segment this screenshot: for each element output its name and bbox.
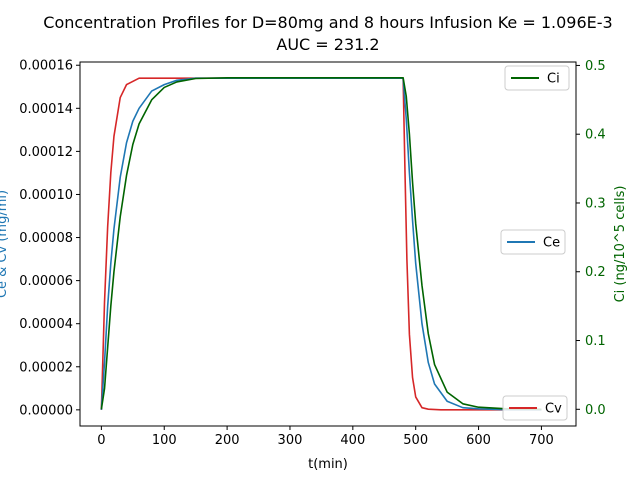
chart-title-line1: Concentration Profiles for D=80mg and 8 … [43, 13, 612, 32]
y-left-tick-label: 0.00006 [19, 274, 73, 289]
y-right-tick-label: 0.2 [585, 265, 606, 280]
legend-label: Ci [547, 72, 560, 87]
y-left-tick-label: 0.00012 [19, 145, 73, 160]
x-tick-label: 600 [466, 433, 491, 448]
legend-ci: Ci [504, 65, 570, 91]
y-right-tick-label: 0.4 [585, 128, 606, 143]
x-tick-label: 400 [340, 433, 365, 448]
y-right-tick-label: 0.5 [585, 59, 606, 74]
x-tick-label: 700 [529, 433, 554, 448]
series-layer [100, 77, 542, 411]
plot-background [80, 62, 576, 426]
y-left-tick-label: 0.00008 [19, 231, 73, 246]
y-right-tick-label: 0.3 [585, 196, 606, 211]
y-right-tick-label: 0.0 [585, 403, 606, 418]
axes-frame [79, 61, 577, 427]
legend-label: Cv [545, 402, 562, 417]
plot-area [80, 62, 576, 426]
y-left-tick-label: 0.00002 [19, 360, 73, 375]
series-line-ci [100, 77, 542, 411]
y-left-tick-label: 0.00016 [19, 59, 73, 74]
y-axis-left-label: Ce & Cv (mg/ml) [0, 190, 10, 298]
x-axis-label: t(min) [308, 457, 348, 472]
chart-title-line2: AUC = 231.2 [276, 35, 379, 54]
y-left-tick-label: 0.00014 [19, 102, 73, 117]
x-tick-label: 500 [403, 433, 428, 448]
legend-label: Ce [543, 236, 560, 251]
y-left-tick-label: 0.00004 [19, 317, 73, 332]
y-axis-right-label: Ci (ng/10^5 cells) [613, 186, 628, 303]
x-tick-label: 300 [278, 433, 303, 448]
legend-cv: Cv [502, 395, 568, 421]
x-tick-label: 200 [215, 433, 240, 448]
legend-layer: Ci Ce Cv [500, 65, 570, 421]
y-right-tick-label: 0.1 [585, 334, 606, 349]
y-left-tick-label: 0.00010 [19, 188, 73, 203]
y-left-tick-label: 0.00000 [19, 403, 73, 418]
x-tick-label: 0 [97, 433, 105, 448]
legend-ce: Ce [500, 229, 566, 255]
axes-layer: 0 100 200 300 400 500 600 7000.000000.000020.00… [19, 59, 605, 448]
x-tick-label: 100 [152, 433, 177, 448]
